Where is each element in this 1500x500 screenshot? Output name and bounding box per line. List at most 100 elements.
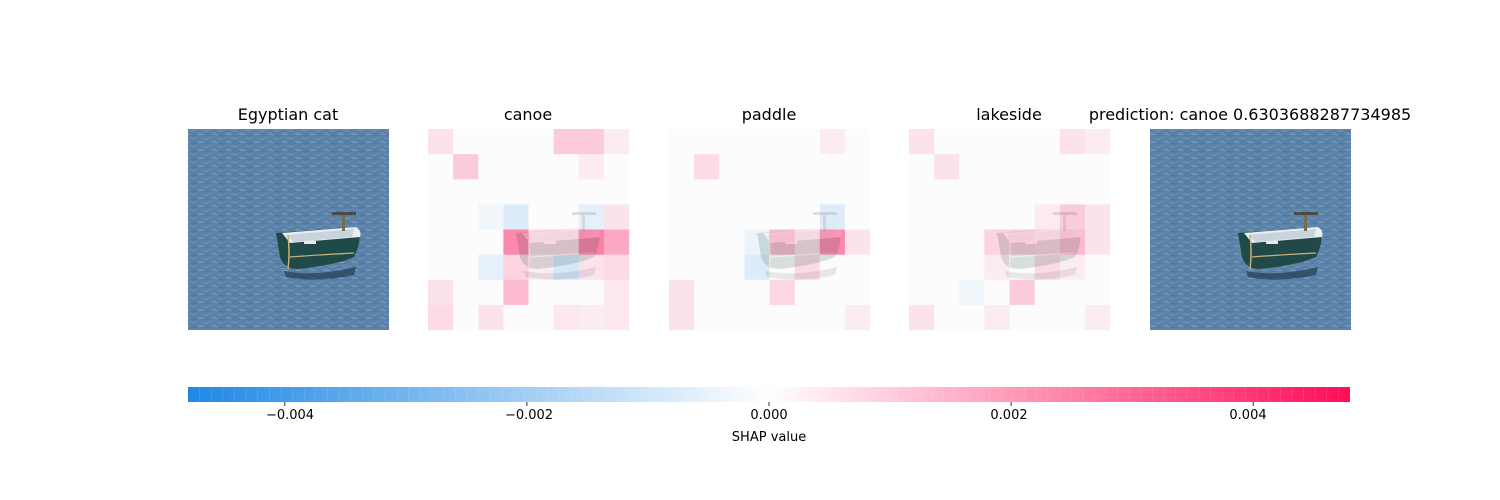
heatmap-cell	[744, 154, 770, 180]
heatmap-cell	[669, 229, 695, 255]
heatmap-cell	[844, 154, 871, 180]
heatmap-cell	[1009, 179, 1035, 205]
heatmap-cell	[428, 129, 454, 155]
heatmap-cell	[984, 179, 1010, 205]
heatmap-cell	[959, 204, 985, 230]
heatmap-cell	[744, 304, 770, 331]
heatmap-cell	[719, 254, 745, 280]
heatmap-cell	[503, 154, 529, 180]
panel-title-paddle: paddle	[741, 105, 797, 124]
heatmap-cell	[819, 179, 846, 205]
heatmap-cell	[553, 204, 579, 230]
heatmap-cell	[1059, 179, 1086, 205]
heatmap-cell	[909, 154, 935, 180]
heatmap-cell	[719, 229, 745, 255]
heatmap-cell	[528, 154, 554, 180]
heatmap-cell	[428, 279, 454, 306]
heatmap-canoe	[428, 129, 630, 331]
heatmap-cell	[794, 154, 820, 180]
heatmap-cell	[959, 304, 985, 331]
heatmap-cell	[428, 179, 454, 205]
heatmap-cell	[719, 304, 745, 331]
panel-title-original: Egyptian cat	[237, 105, 339, 124]
heatmap-cell	[578, 129, 605, 155]
heatmap-cell	[934, 279, 960, 306]
heatmap-cell	[453, 179, 479, 205]
heatmap-cell	[603, 179, 630, 205]
heatmap-cell	[694, 229, 720, 255]
heatmap-cell	[603, 204, 630, 230]
heatmap-cell	[769, 179, 795, 205]
heatmap-cell	[1034, 204, 1060, 230]
heatmap-cell	[578, 154, 605, 180]
heatmap-cell	[1059, 304, 1086, 331]
heatmap-cell	[578, 179, 605, 205]
heatmap-cell	[794, 304, 820, 331]
heatmap-cell	[744, 204, 770, 230]
heatmap-lakeside	[909, 129, 1111, 331]
heatmap-cell	[769, 129, 795, 155]
heatmap-cell	[453, 254, 479, 280]
heatmap-cell	[934, 304, 960, 331]
heatmap-cell	[453, 229, 479, 255]
heatmap-cell	[503, 279, 529, 306]
heatmap-cell	[503, 204, 529, 230]
heatmap-cell	[478, 254, 504, 280]
heatmap-cell	[428, 204, 454, 230]
heatmap-cell	[909, 129, 935, 155]
heatmap-cell	[844, 179, 871, 205]
heatmap-cell	[478, 304, 504, 331]
heatmap-cell	[694, 304, 720, 331]
heatmap-cell	[503, 304, 529, 331]
heatmap-cell	[719, 129, 745, 155]
heatmap-cell	[669, 279, 695, 306]
heatmap-cell	[478, 154, 504, 180]
heatmap-cell	[478, 279, 504, 306]
heatmap-cell	[819, 129, 846, 155]
heatmap-cell	[478, 229, 504, 255]
heatmap-cell	[694, 204, 720, 230]
heatmap-cell	[669, 304, 695, 331]
heatmap-cell	[694, 279, 720, 306]
colorbar-tick-label: −0.002	[504, 408, 554, 423]
heatmap-cell	[453, 304, 479, 331]
heatmap-cell	[819, 304, 846, 331]
prediction-image	[1150, 129, 1351, 330]
panel-title-lakeside: lakeside	[976, 105, 1042, 124]
heatmap-cell	[909, 254, 935, 280]
heatmap-cell	[769, 304, 795, 331]
heatmap-cell	[1059, 154, 1086, 180]
heatmap-cell	[669, 154, 695, 180]
heatmap-cell	[844, 279, 871, 306]
heatmap-cell	[959, 179, 985, 205]
colorbar-title: SHAP value	[731, 430, 807, 445]
heatmap-cell	[794, 129, 820, 155]
heatmap-cell	[984, 204, 1010, 230]
heatmap-cell	[719, 154, 745, 180]
colorbar-tick-label: 0.000	[750, 408, 788, 423]
colorbar	[188, 387, 1350, 406]
heatmap-cell	[694, 179, 720, 205]
heatmap-cell	[1084, 279, 1111, 306]
original-image	[188, 129, 389, 330]
heatmap-cell	[669, 204, 695, 230]
heatmap-cell	[503, 179, 529, 205]
heatmap-cell	[694, 129, 720, 155]
heatmap-cell	[719, 279, 745, 306]
heatmap-cell	[959, 254, 985, 280]
heatmap-cell	[744, 179, 770, 205]
heatmap-cell	[819, 154, 846, 180]
heatmap-cell	[844, 304, 871, 331]
heatmap-cell	[478, 204, 504, 230]
heatmap-cell	[744, 279, 770, 306]
heatmap-cell	[478, 179, 504, 205]
heatmap-paddle	[669, 129, 871, 331]
heatmap-cell	[1084, 204, 1111, 230]
heatmap-cell	[669, 129, 695, 155]
heatmap-cell	[1009, 154, 1035, 180]
heatmap-cell	[1009, 204, 1035, 230]
panel-title-prediction: prediction: canoe 0.6303688287734985	[1088, 105, 1412, 124]
heatmap-cell	[503, 129, 529, 155]
heatmap-cell	[1034, 179, 1060, 205]
heatmap-cell	[959, 154, 985, 180]
